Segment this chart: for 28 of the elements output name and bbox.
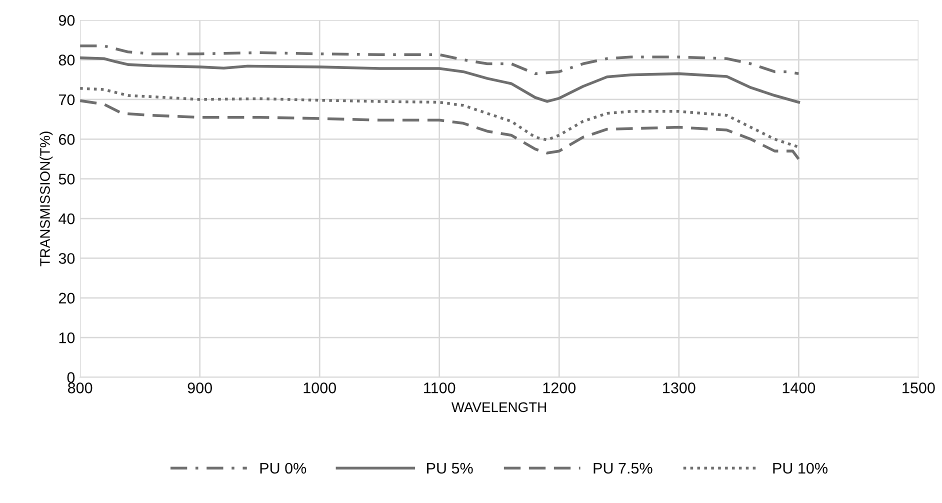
- line-series: [80, 99, 800, 160]
- x-tick-label: 1200: [543, 382, 576, 394]
- y-tick-label: 0: [67, 372, 75, 383]
- line-series: [80, 44, 800, 76]
- y-tick-label: 80: [58, 54, 75, 66]
- y-tick-label: 50: [58, 174, 75, 185]
- x-tick-label: 900: [188, 382, 212, 394]
- y-tick-label: 90: [58, 14, 75, 26]
- x-axis-title: WAVELENGTH: [451, 402, 546, 412]
- x-tick-label: 800: [68, 382, 92, 394]
- y-tick-label: 30: [58, 253, 75, 264]
- legend-label: PU 7.5%: [594, 462, 652, 474]
- y-tick-label: 60: [58, 134, 75, 145]
- y-tick-label: 10: [59, 332, 75, 344]
- x-tick-label: 1100: [424, 382, 456, 394]
- line-series: [80, 56, 800, 104]
- x-tick-label: 1400: [782, 382, 816, 394]
- x-tick-label: 1300: [663, 382, 696, 394]
- y-tick-label: 20: [58, 292, 75, 304]
- line-series: [80, 86, 800, 148]
- legend-label: PU 10%: [773, 462, 828, 474]
- legend-label: PU 5%: [427, 462, 473, 474]
- y-axis-title: TRANSMISSION(T%): [40, 132, 53, 266]
- legend-label: PU 0%: [260, 462, 306, 474]
- x-tick-label: 1000: [304, 382, 336, 394]
- y-tick-label: 70: [59, 94, 75, 106]
- x-tick-label: 1500: [902, 382, 935, 394]
- y-tick-label: 40: [58, 213, 75, 224]
